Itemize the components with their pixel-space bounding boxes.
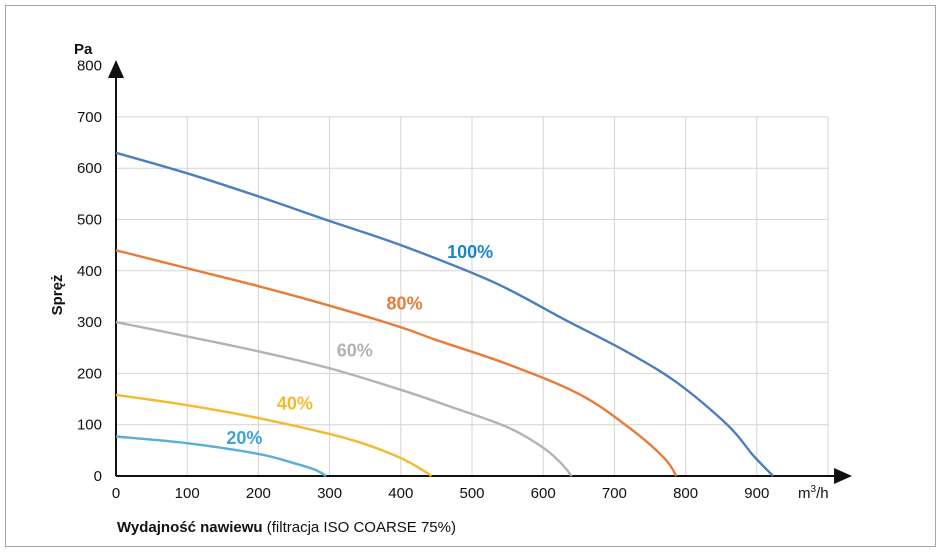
y-tick-label: 0 [94, 468, 102, 485]
x-axis-title: Wydajność nawiewu (filtracja ISO COARSE … [117, 519, 456, 536]
y-tick-label: 200 [77, 365, 102, 382]
x-tick-label: 600 [531, 485, 556, 502]
y-tick-label: 400 [77, 263, 102, 280]
series-line-40pct [115, 393, 433, 477]
x-unit-label: m3/h [798, 484, 829, 502]
y-tick-label: 600 [77, 160, 102, 177]
y-axis-title: Spręż [49, 275, 66, 316]
x-tick-label: 800 [673, 485, 698, 502]
x-tick-label: 500 [459, 485, 484, 502]
series-label-20pct: 20% [226, 428, 262, 448]
y-tick-label: 800 [77, 58, 102, 75]
series-label-80pct: 80% [387, 293, 423, 313]
x-tick-label: 900 [744, 485, 769, 502]
series-line-80pct [115, 249, 678, 477]
series-line-20pct [115, 435, 327, 478]
x-unit-tail: /h [816, 485, 829, 502]
x-tick-label: 0 [112, 485, 120, 502]
grid [116, 116, 829, 476]
series-label-100pct: 100% [447, 242, 493, 262]
y-tick-label: 300 [77, 314, 102, 331]
x-tick-label: 700 [602, 485, 627, 502]
series-labels: 100% 80% 60% 40% 20% [226, 242, 493, 448]
axes [108, 60, 852, 484]
series-line-100pct [115, 151, 775, 477]
x-tick-label: 100 [175, 485, 200, 502]
y-unit-label: Pa [74, 41, 93, 58]
x-unit-base: m [798, 485, 811, 502]
x-axis-title-bold: Wydajność nawiewu [117, 519, 263, 536]
series-label-40pct: 40% [277, 393, 313, 413]
y-tick-label: 100 [77, 417, 102, 434]
x-tick-label: 300 [317, 485, 342, 502]
series-line-60pct [115, 320, 573, 477]
series-lines [115, 151, 775, 478]
y-axis-arrow [108, 60, 124, 78]
x-axis-title-rest: (filtracja ISO COARSE 75%) [263, 519, 456, 536]
x-axis-ticks: 0 100 200 300 400 500 600 700 800 900 [112, 485, 769, 502]
y-axis-ticks: 0 100 200 300 400 500 600 700 800 [77, 58, 102, 485]
chart-frame [5, 5, 936, 547]
series-label-60pct: 60% [337, 340, 373, 360]
x-tick-label: 200 [246, 485, 271, 502]
x-tick-label: 400 [388, 485, 413, 502]
x-unit-exponent: 3 [811, 484, 817, 495]
y-tick-label: 700 [77, 109, 102, 126]
x-axis-arrow [834, 468, 852, 484]
y-tick-label: 500 [77, 212, 102, 229]
